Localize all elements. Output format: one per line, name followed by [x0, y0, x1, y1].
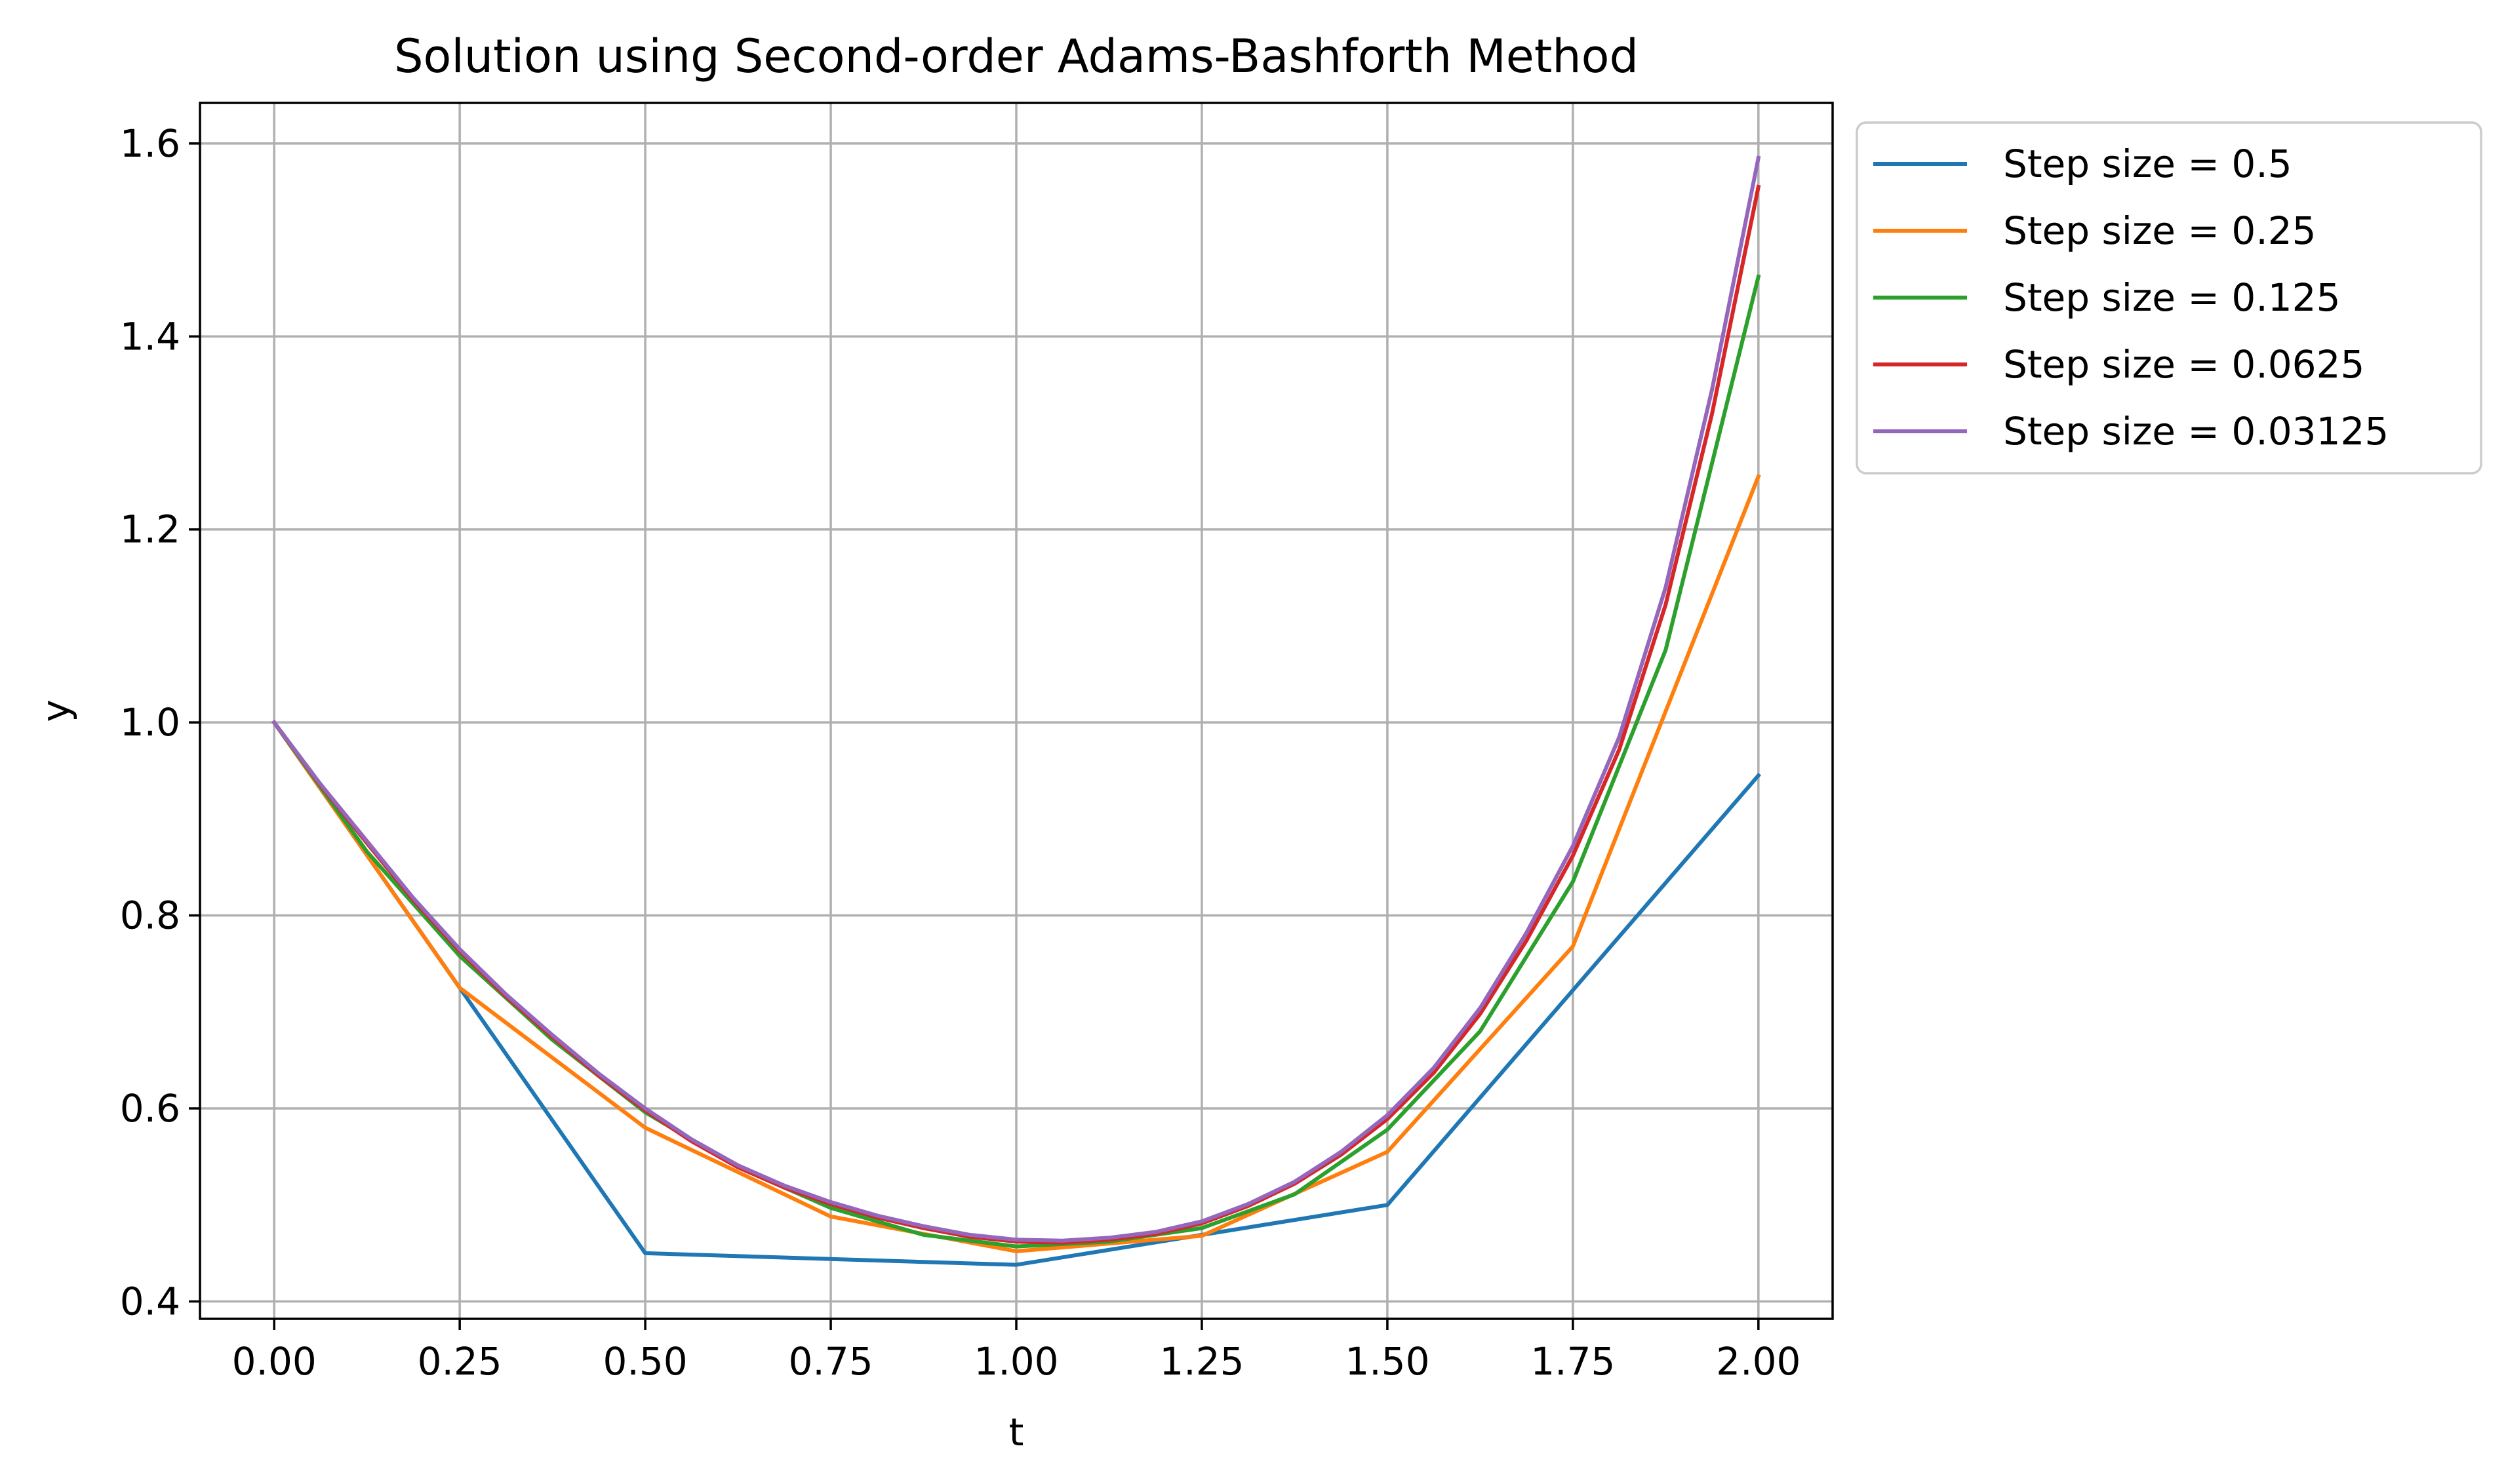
chart-title: Solution using Second-order Adams-Bashfo…: [394, 29, 1639, 83]
legend-box: [1856, 121, 2482, 475]
legend: Step size = 0.5 Step size = 0.25 Step size…: [1856, 121, 2482, 475]
series-line-1: [271, 473, 1761, 1253]
x-tick-label: 1.00: [974, 1339, 1058, 1384]
legend-label: Step size = 0.25: [2003, 208, 2317, 253]
legend-label: Step size = 0.125: [2003, 275, 2340, 320]
y-tick-label: 0.6: [120, 1086, 180, 1131]
legend-label: Step size = 0.03125: [2003, 409, 2389, 454]
y-tick-label: 1.6: [120, 121, 180, 166]
y-tick-label: 0.8: [120, 893, 180, 938]
x-tick-label: 1.50: [1345, 1339, 1429, 1384]
series-group: [271, 155, 1762, 1267]
x-tick-label: 0.25: [418, 1339, 502, 1384]
legend-label: Step size = 0.0625: [2003, 342, 2364, 387]
y-tick-label: 0.4: [120, 1279, 180, 1324]
y-tick-label: 1.4: [120, 314, 180, 359]
x-tick-label: 0.75: [788, 1339, 873, 1384]
x-tick-label: 2.00: [1716, 1339, 1800, 1384]
x-tick-label: 0.00: [232, 1339, 317, 1384]
legend-label: Step size = 0.5: [2003, 142, 2292, 186]
series-line-4: [271, 155, 1761, 1243]
x-axis-label: t: [1009, 1410, 1024, 1455]
x-tick-label: 0.50: [603, 1339, 688, 1384]
x-tick-label: 1.25: [1159, 1339, 1244, 1384]
y-axis-label: y: [33, 699, 78, 722]
y-tick-label: 1.0: [120, 700, 180, 745]
grid: [200, 103, 1833, 1319]
x-tick-label: 1.75: [1530, 1339, 1615, 1384]
y-tick-label: 1.2: [120, 507, 180, 552]
ticks: 0.00 0.25 0.50 0.75 1.00 1.25 1.50 1.75 2.00 0.4 0…: [120, 121, 1801, 1384]
